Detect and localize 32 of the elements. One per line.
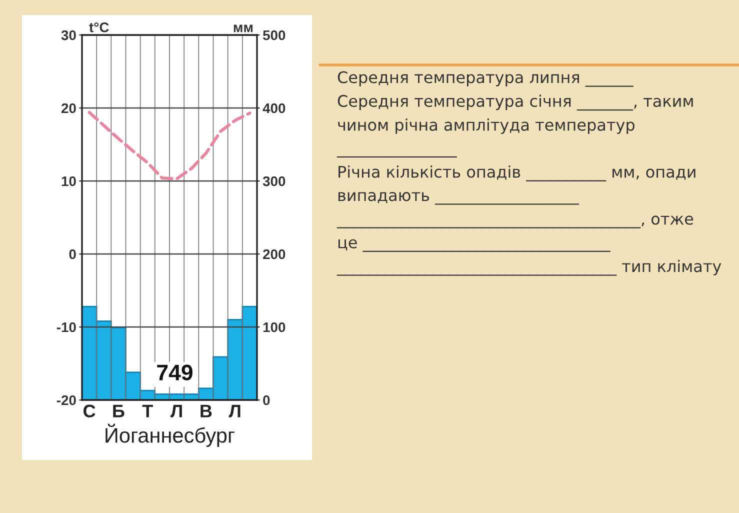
text: Середня температура січня _______, таким [338,94,693,111]
y2-tick-label: 400 [262,103,286,114]
x-tick-label: Л [228,404,240,418]
y2-tick-label: 0 [263,395,270,406]
y2-axis-title: мм [234,24,253,32]
x-axis-title: Йоганнесбург [106,424,234,447]
text: ___________________________________ тип клімату [336,260,722,276]
y-tick-label: 30 [61,30,76,40]
text: Річна кількість опадів __________ мм, опади [338,165,696,182]
x-tick-label: Б [113,404,124,418]
y2-tick-label: 300 [262,176,286,186]
x-tick-label: Л [170,404,182,418]
text: _______________ [336,156,457,158]
text: чином річна амплітуда температур [338,118,634,134]
annotation: 749 [157,364,192,380]
y-tick-label: -10 [56,322,76,332]
x-tick-label: В [200,404,212,418]
y2-tick-label: 100 [263,322,286,332]
text: випадають __________________ [338,192,579,205]
text: ______________________________________, отже [336,216,694,228]
y2-tick-label: 500 [262,30,286,40]
y-tick-label: 0 [69,249,76,260]
x-tick-label: С [84,404,96,418]
y-axis-title: t°C [89,22,109,32]
text: Середня температура липня ______ [338,71,634,87]
x-tick-label: Т [142,404,153,418]
y-tick-label: 20 [61,103,76,114]
y2-tick-label: 200 [263,249,286,260]
y-tick-label: 10 [62,176,76,186]
text: це _______________________________ [338,239,610,252]
y-tick-label: -20 [56,395,76,406]
line-series [88,110,252,180]
